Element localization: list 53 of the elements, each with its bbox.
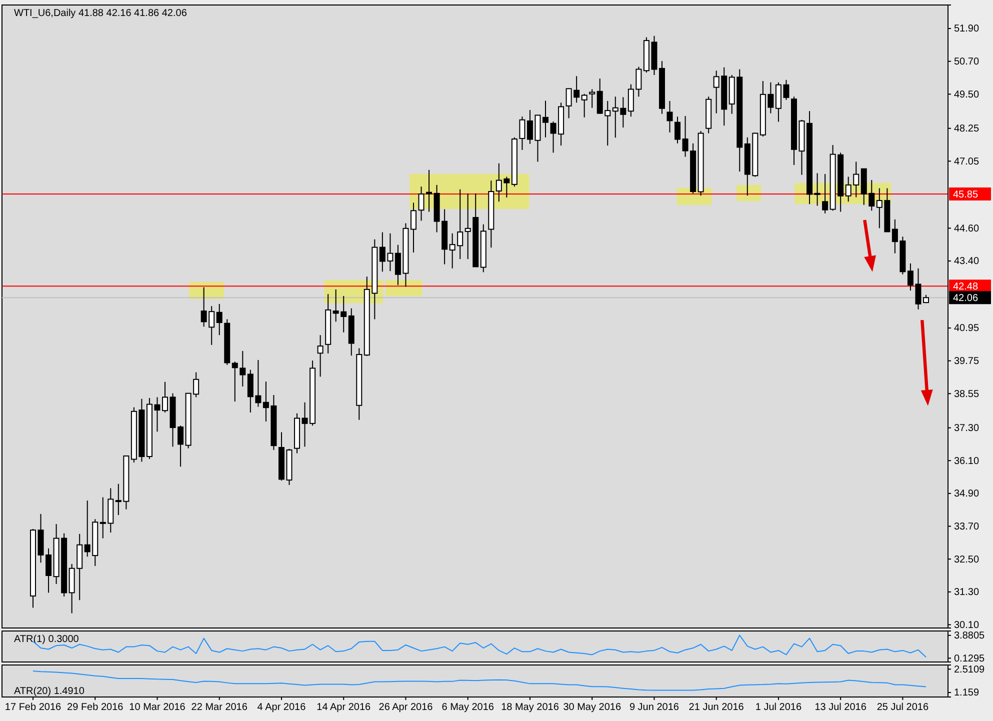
candlestick xyxy=(216,303,222,336)
x-tick-label: 25 Jul 2016 xyxy=(876,702,929,714)
y-tick-label: 43.40 xyxy=(954,256,980,268)
x-tick-label: 10 Mar 2016 xyxy=(129,702,186,714)
y-tick-label: 50.70 xyxy=(954,56,980,68)
x-tick-label: 13 Jul 2016 xyxy=(814,702,867,714)
x-tick-label: 14 Apr 2016 xyxy=(316,702,372,714)
candlestick xyxy=(589,88,596,108)
chart-title: ATR(1) 0.3000 xyxy=(14,634,80,645)
y-tick-label: 3.8805 xyxy=(954,630,986,642)
candlestick xyxy=(666,100,673,133)
ref-line-label: 42.06 xyxy=(953,293,978,304)
y-tick-label: 0.1295 xyxy=(954,653,986,664)
y-tick-label: 37.30 xyxy=(954,423,980,434)
candlestick xyxy=(410,202,416,254)
x-tick-label: 22 Mar 2016 xyxy=(191,702,248,714)
candlestick xyxy=(822,174,828,214)
candlestick xyxy=(581,93,588,118)
x-tick-label: 21 Jun 2016 xyxy=(688,702,744,714)
candlestick xyxy=(542,100,549,138)
y-tick-label: 40.95 xyxy=(954,323,980,334)
x-tick-label: 4 Apr 2016 xyxy=(257,702,306,714)
y-tick-label: 34.90 xyxy=(954,488,980,500)
y-tick-label: 1.159 xyxy=(954,688,980,699)
candlestick xyxy=(317,334,324,378)
y-tick-label: 2.5109 xyxy=(954,664,986,676)
y-tick-label: 38.55 xyxy=(954,388,980,400)
x-tick-label: 26 Apr 2016 xyxy=(378,702,434,714)
ref-line-label: 42.48 xyxy=(953,282,978,293)
y-tick-label: 51.90 xyxy=(954,24,980,35)
ref-line-label: 45.85 xyxy=(953,189,978,200)
chart-title: WTI_U6,Daily 41.88 42.16 41.86 42.06 xyxy=(14,8,188,19)
x-tick-label: 30 May 2016 xyxy=(563,702,622,714)
candlestick xyxy=(674,116,681,144)
y-tick-label: 39.75 xyxy=(954,356,980,368)
y-tick-label: 49.50 xyxy=(954,89,980,100)
x-tick-label: 9 Jun 2016 xyxy=(629,702,680,714)
candlestick xyxy=(814,172,820,206)
y-tick-label: 33.70 xyxy=(954,521,980,532)
y-tick-label: 44.60 xyxy=(954,223,980,234)
y-tick-label: 48.25 xyxy=(954,124,980,135)
candlestick xyxy=(162,381,168,413)
y-tick-label: 32.50 xyxy=(954,554,980,566)
x-tick-label: 29 Feb 2016 xyxy=(67,702,124,714)
text: ATR(20) 1.4910 xyxy=(14,686,85,697)
y-tick-label: 31.30 xyxy=(954,587,980,598)
y-tick-label: 30.10 xyxy=(954,620,980,631)
x-tick-label: 18 May 2016 xyxy=(501,702,560,714)
y-tick-label: 36.10 xyxy=(954,456,980,467)
x-tick-label: 17 Feb 2016 xyxy=(4,702,62,714)
x-tick-label: 6 May 2016 xyxy=(442,702,494,714)
y-tick-label: 47.05 xyxy=(954,156,980,168)
x-tick-label: 1 Jul 2016 xyxy=(755,702,802,714)
